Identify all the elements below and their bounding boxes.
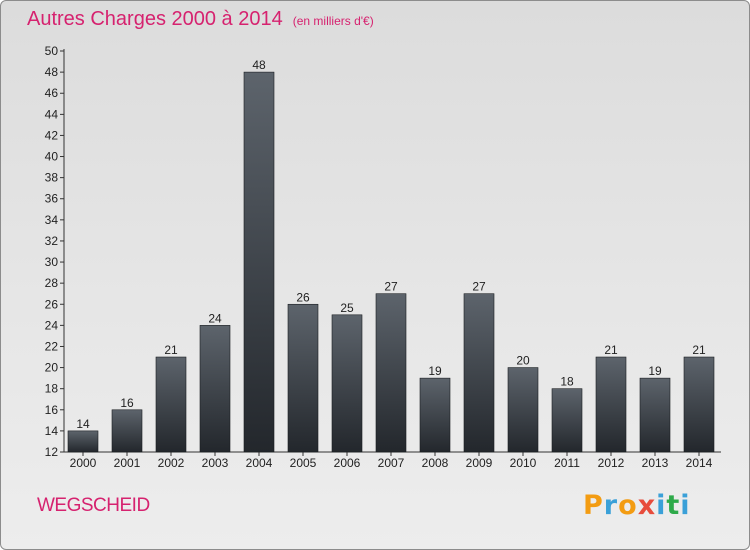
bar [463, 293, 495, 453]
y-tick-label: 22 [45, 339, 59, 353]
bar [639, 377, 671, 453]
x-tick-label: 2008 [422, 456, 449, 470]
y-tick-label: 24 [45, 318, 59, 332]
x-tick-label: 2005 [290, 456, 317, 470]
bar [155, 356, 187, 453]
logo-letter: t [666, 490, 681, 521]
bar [199, 325, 231, 453]
bar-value-label: 27 [472, 280, 486, 294]
x-tick-label: 2014 [686, 456, 713, 470]
bar-value-label: 25 [340, 301, 354, 315]
bar-value-label: 20 [516, 354, 530, 368]
bar [111, 409, 143, 453]
y-tick-label: 46 [45, 86, 59, 100]
chart-title-row: Autres Charges 2000 à 2014 (en milliers d… [27, 8, 374, 31]
bar-value-label: 27 [384, 280, 398, 294]
x-tick-label: 2013 [642, 456, 669, 470]
logo-letter: o [618, 490, 638, 521]
x-tick-label: 2010 [510, 456, 537, 470]
x-tick-label: 2009 [466, 456, 493, 470]
y-tick-label: 28 [45, 276, 59, 290]
bar [551, 388, 583, 453]
x-axis: 2000 2001 2002 2003 2004 2005 2006 2007 2008 2009… [64, 451, 721, 470]
bar-value-label: 21 [164, 343, 178, 357]
logo-letter: i [656, 490, 667, 521]
bar [683, 356, 715, 453]
bar-value-label: 19 [648, 364, 662, 378]
bar-value-label: 16 [120, 396, 134, 410]
logo-letter: r [603, 490, 619, 521]
y-tick-label: 30 [45, 255, 59, 269]
bar-value-label: 14 [76, 417, 90, 431]
y-tick-label: 34 [45, 213, 59, 227]
x-tick-label: 2002 [158, 456, 185, 470]
bar [375, 293, 407, 453]
y-tick-label: 12 [45, 445, 59, 459]
y-tick-label: 40 [45, 150, 59, 164]
bar-value-label: 19 [428, 364, 442, 378]
bar [243, 71, 275, 453]
logo-letter: P [583, 490, 604, 521]
y-tick-label: 50 [45, 44, 59, 58]
bar-value-label: 24 [208, 311, 222, 325]
bar [419, 377, 451, 453]
y-tick-label: 44 [45, 107, 59, 121]
bar-value-label: 48 [252, 58, 266, 72]
x-tick-label: 2000 [70, 456, 97, 470]
x-tick-label: 2004 [246, 456, 273, 470]
bar-value-label: 26 [296, 290, 310, 304]
bar [67, 430, 99, 453]
bar-value-label: 18 [560, 375, 574, 389]
commune-name: WEGSCHEID [37, 495, 150, 516]
bar [287, 303, 319, 453]
bar-value-label: 21 [692, 343, 706, 357]
bar-value-label: 21 [604, 343, 618, 357]
y-axis: 12 14 16 18 20 22 24 26 28 30 32 34 36 38 40 42 44 46 48 50 [45, 44, 65, 459]
logo-letter: i [680, 490, 691, 521]
chart-title: Autres Charges 2000 à 2014 [27, 8, 283, 30]
x-tick-label: 2006 [334, 456, 361, 470]
y-tick-label: 42 [45, 128, 59, 142]
x-tick-label: 2012 [598, 456, 625, 470]
y-tick-label: 36 [45, 192, 59, 206]
x-tick-label: 2007 [378, 456, 405, 470]
x-tick-label: 2001 [114, 456, 141, 470]
bars: 14 16 21 24 48 26 25 27 19 27 20 18 21 19 21 [67, 58, 715, 453]
bar [595, 356, 627, 453]
proxiti-logo: Proxiti [583, 490, 691, 521]
y-tick-label: 20 [45, 361, 59, 375]
y-tick-label: 16 [45, 403, 59, 417]
x-tick-label: 2003 [202, 456, 229, 470]
y-tick-label: 14 [45, 424, 59, 438]
bar [331, 314, 363, 453]
y-tick-label: 38 [45, 171, 59, 185]
y-tick-label: 26 [45, 297, 59, 311]
y-tick-label: 18 [45, 382, 59, 396]
logo-letter: x [637, 490, 657, 521]
y-tick-label: 32 [45, 234, 59, 248]
y-tick-label: 48 [45, 65, 59, 79]
chart-unit: (en milliers d'€) [292, 14, 374, 28]
x-tick-label: 2011 [554, 456, 580, 470]
bar [507, 367, 539, 453]
